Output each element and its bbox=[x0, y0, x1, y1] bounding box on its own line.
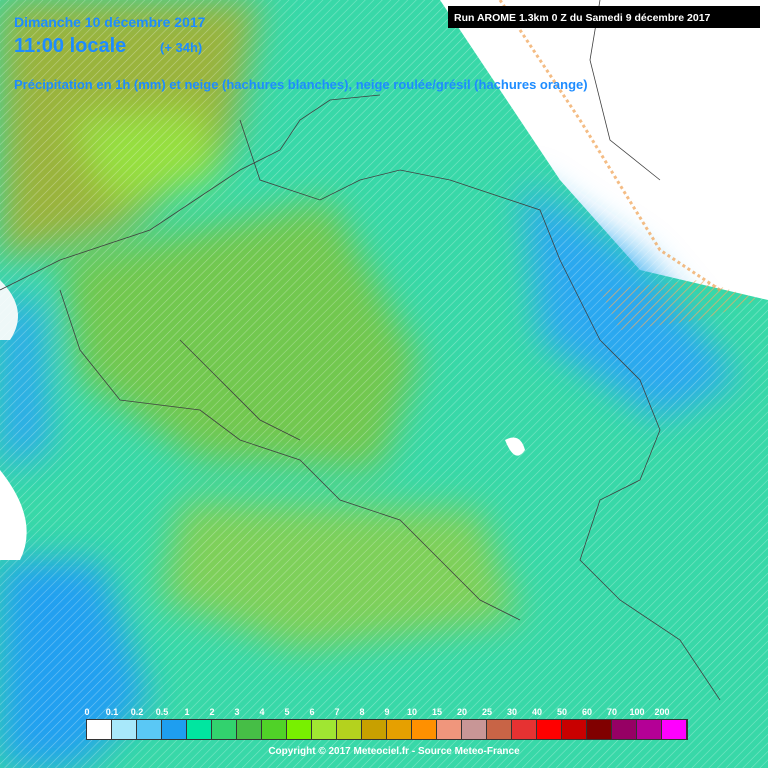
legend-swatch bbox=[112, 720, 136, 739]
legend: 0 0.1 0.2 0.5 1 2 3 4 5 6 7 8 9 10 15 20 25 30 40 50 60 70 100… bbox=[84, 707, 688, 740]
legend-swatch bbox=[487, 720, 511, 739]
legend-label: 8 bbox=[359, 707, 364, 717]
run-box bbox=[448, 6, 760, 28]
legend-swatch bbox=[512, 720, 536, 739]
legend-label: 2 bbox=[209, 707, 214, 717]
legend-swatch bbox=[162, 720, 186, 739]
legend-swatch bbox=[312, 720, 336, 739]
description: Précipitation en 1h (mm) et neige (hachu… bbox=[14, 77, 588, 92]
run-label: Run AROME 1.3km 0 Z du Samedi 9 décembre… bbox=[454, 12, 711, 24]
copyright: Copyright © 2017 Meteociel.fr - Source M… bbox=[268, 746, 520, 757]
legend-label: 10 bbox=[407, 707, 417, 717]
legend-label: 20 bbox=[457, 707, 467, 717]
legend-swatch bbox=[637, 720, 661, 739]
legend-swatch bbox=[262, 720, 286, 739]
legend-swatch bbox=[387, 720, 411, 739]
legend-label: 0 bbox=[84, 707, 89, 717]
legend-swatch bbox=[562, 720, 586, 739]
legend-label: 15 bbox=[432, 707, 442, 717]
legend-swatch bbox=[237, 720, 261, 739]
legend-label: 5 bbox=[284, 707, 289, 717]
borders bbox=[0, 0, 721, 701]
legend-label: 0.1 bbox=[106, 707, 119, 717]
legend-swatch bbox=[337, 720, 361, 739]
legend-swatch bbox=[87, 720, 111, 739]
legend-swatch bbox=[587, 720, 611, 739]
time: 11:00 locale bbox=[14, 35, 126, 57]
legend-label: 50 bbox=[557, 707, 567, 717]
legend-label: 60 bbox=[582, 707, 592, 717]
legend-swatch bbox=[187, 720, 211, 739]
legend-swatch bbox=[462, 720, 486, 739]
legend-swatch bbox=[437, 720, 461, 739]
legend-label: 0.5 bbox=[156, 707, 169, 717]
legend-swatch bbox=[662, 720, 686, 739]
legend-label: 6 bbox=[309, 707, 314, 717]
legend-label: 9 bbox=[384, 707, 389, 717]
legend-swatch bbox=[537, 720, 561, 739]
legend-swatch bbox=[137, 720, 161, 739]
legend-swatch bbox=[362, 720, 386, 739]
legend-label: 7 bbox=[334, 707, 339, 717]
legend-label: 100 bbox=[629, 707, 644, 717]
legend-label: 4 bbox=[259, 707, 264, 717]
legend-label: 70 bbox=[607, 707, 617, 717]
legend-label: 200 bbox=[654, 707, 669, 717]
legend-swatch bbox=[212, 720, 236, 739]
legend-label: 1 bbox=[184, 707, 189, 717]
legend-label: 30 bbox=[507, 707, 517, 717]
offset: (+ 34h) bbox=[160, 40, 202, 55]
legend-label: 0.2 bbox=[131, 707, 144, 717]
legend-label: 3 bbox=[234, 707, 239, 717]
date: Dimanche 10 décembre 2017 bbox=[14, 14, 206, 30]
legend-swatch bbox=[287, 720, 311, 739]
legend-swatch bbox=[412, 720, 436, 739]
legend-swatch bbox=[612, 720, 636, 739]
legend-label: 25 bbox=[482, 707, 492, 717]
legend-label: 40 bbox=[532, 707, 542, 717]
